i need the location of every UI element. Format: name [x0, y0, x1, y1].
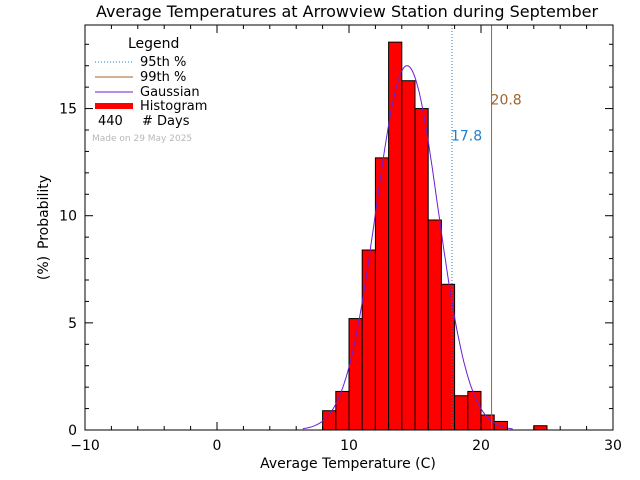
- x-tick-label: 0: [213, 438, 222, 454]
- y-axis-label-line2: (%): [36, 256, 52, 280]
- legend: Legend 95th % 99th % Gaussian Histogram …: [92, 36, 207, 144]
- gaussian-curve: [302, 65, 513, 430]
- histogram-bar-6: [401, 80, 416, 431]
- y-tick-label: 5: [68, 316, 77, 332]
- x-tick-label: 10: [340, 438, 358, 454]
- histogram-bar-10: [454, 395, 469, 431]
- legend-days-count: 440: [98, 114, 123, 129]
- y-axis-ticks: 0 5 10 15: [59, 43, 613, 439]
- histogram-bar-3: [361, 249, 376, 431]
- x-axis-ticks: −10 0 10 20 30: [70, 25, 622, 454]
- legend-gaussian-label: Gaussian: [140, 85, 200, 100]
- legend-title: Legend: [128, 36, 179, 52]
- histogram-bar-11: [467, 390, 482, 431]
- histogram-bar-7: [414, 108, 429, 431]
- legend-95th-label: 95th %: [140, 55, 186, 70]
- chart-title: Average Temperatures at Arrowview Statio…: [96, 2, 599, 21]
- x-tick-label: 30: [604, 438, 622, 454]
- histogram-bars: [322, 41, 548, 431]
- y-tick-label: 15: [59, 102, 77, 118]
- x-axis-label: Average Temperature (C): [260, 456, 436, 472]
- percentile-99-label: 20.8: [491, 92, 522, 108]
- x-tick-label: 20: [472, 438, 490, 454]
- percentile-lines: 17.8 20.8: [451, 25, 522, 430]
- gaussian-curve-group: [302, 65, 513, 430]
- histogram-bar-8: [427, 219, 442, 431]
- histogram-bar-2: [348, 318, 363, 431]
- y-tick-label: 10: [59, 209, 77, 225]
- legend-99th-label: 99th %: [140, 70, 186, 85]
- x-tick-label: −10: [70, 438, 100, 454]
- legend-days-label: # Days: [142, 114, 190, 129]
- percentile-95-label: 17.8: [451, 129, 482, 145]
- legend-histogram-label: Histogram: [140, 99, 207, 114]
- histogram-bar-1: [335, 390, 350, 431]
- y-axis-label-line1: Probability: [36, 175, 52, 249]
- y-tick-label: 0: [68, 423, 77, 439]
- made-on-note: Made on 29 May 2025: [92, 134, 192, 144]
- histogram-bar-5: [388, 41, 403, 431]
- histogram-bar-14: [533, 425, 548, 431]
